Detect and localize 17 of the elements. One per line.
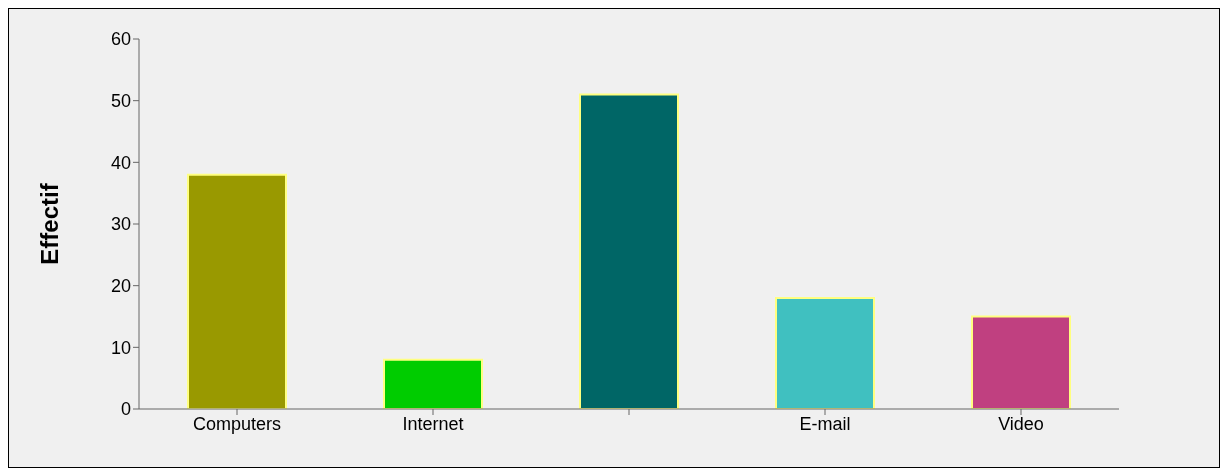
- x-tick-label: E-mail: [799, 413, 851, 434]
- bar: [187, 173, 287, 409]
- bar: [579, 93, 679, 409]
- x-tick-label: Computers: [192, 413, 282, 434]
- y-tick-label: 60: [110, 29, 131, 50]
- y-tick-label: 20: [110, 276, 131, 297]
- x-tick-label: Video: [998, 413, 1044, 434]
- y-tick-label: 40: [110, 152, 131, 173]
- y-tick-label: 30: [110, 214, 131, 235]
- bar: [775, 297, 875, 409]
- bar: [971, 315, 1071, 409]
- y-tick-label: 10: [110, 337, 131, 358]
- y-tick-label: 0: [120, 399, 131, 420]
- y-axis-title: Effectif: [35, 182, 63, 265]
- x-tick-label: Internet: [402, 413, 464, 434]
- y-tick-label: 50: [110, 91, 131, 112]
- bar: [383, 358, 483, 409]
